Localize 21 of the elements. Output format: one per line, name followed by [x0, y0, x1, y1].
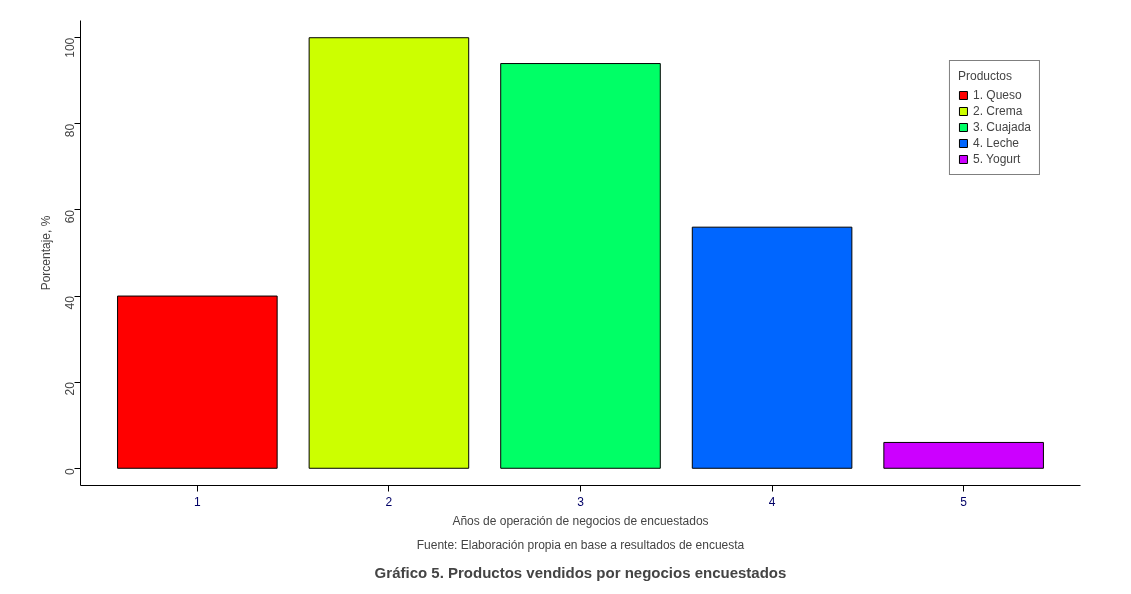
y-tick-label: 0 — [63, 467, 77, 475]
x-axis-title: Años de operación de negocios de encuestados — [452, 513, 709, 528]
legend-label: 1. Queso — [972, 88, 1022, 102]
x-tick-label: 3 — [577, 494, 585, 509]
y-axis-title: Porcentaje, % — [38, 215, 53, 291]
y-tick-label: 80 — [63, 123, 77, 138]
x-tick-label: 1 — [194, 494, 202, 509]
x-tick-label: 5 — [960, 494, 968, 509]
y-tick-label: 20 — [63, 381, 77, 396]
x-tick-label: 2 — [385, 494, 393, 509]
legend-label: 3. Cuajada — [972, 120, 1031, 134]
legend-title: Productos — [957, 69, 1013, 83]
y-tick-label: 100 — [63, 37, 77, 58]
y-tick-label: 40 — [63, 295, 77, 310]
y-tick-label: 60 — [63, 209, 77, 224]
legend-label: 2. Crema — [972, 104, 1023, 118]
text: Gráfico 5. Productos vendidos por negocios encuestados — [374, 563, 787, 581]
source-note: Fuente: Elaboración propia en base a resultados de encuesta — [416, 537, 745, 552]
legend-label: 5. Yogurt — [972, 152, 1021, 166]
x-tick-label: 4 — [768, 494, 776, 509]
legend-label: 4. Leche — [972, 136, 1019, 150]
